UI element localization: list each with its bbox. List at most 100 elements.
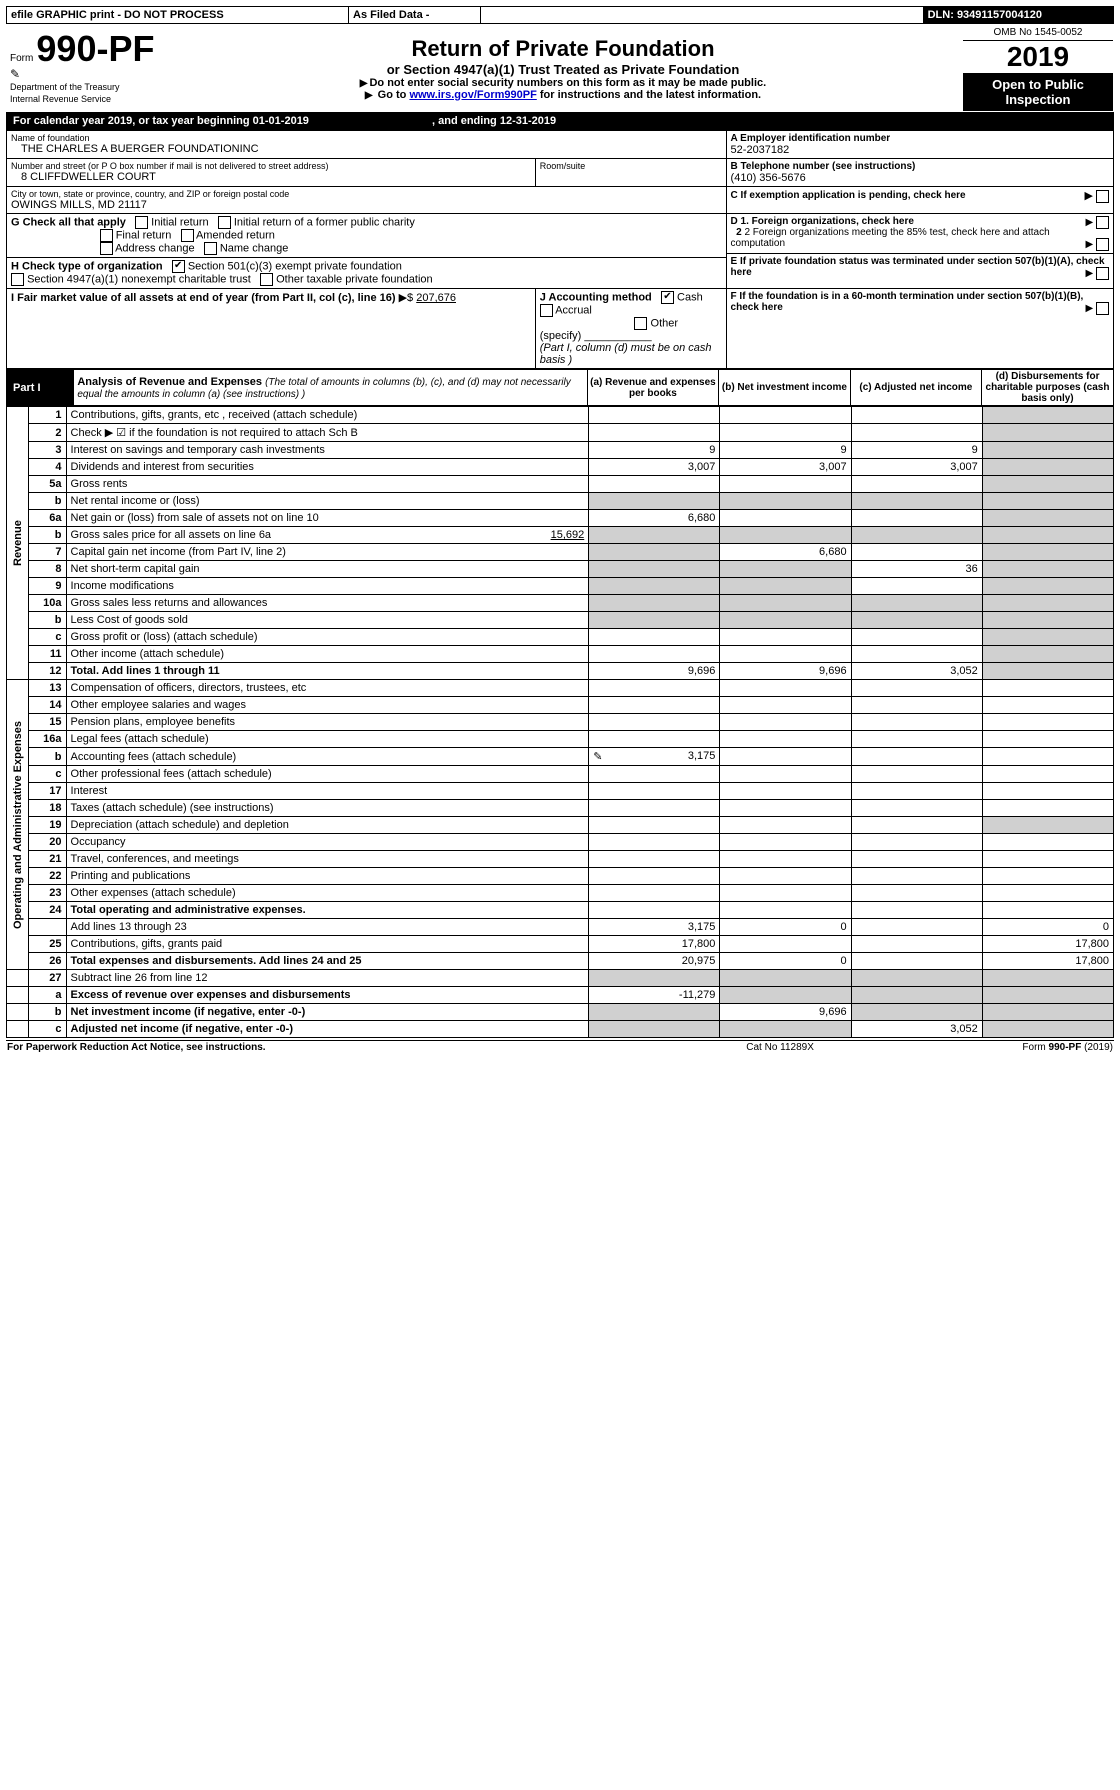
line-number: 22 — [29, 868, 66, 885]
cell-a — [589, 1004, 720, 1021]
cell-d: 0 — [982, 919, 1113, 936]
line-desc: Interest — [66, 783, 589, 800]
j-accrual-cb[interactable] — [540, 304, 553, 317]
addr-label: Number and street (or P O box number if … — [11, 161, 531, 171]
part1-title: Analysis of Revenue and Expenses — [77, 376, 262, 388]
table-row: Operating and Administrative Expenses13C… — [7, 680, 1114, 697]
cell-a — [589, 1021, 720, 1038]
h2-cb[interactable] — [11, 273, 24, 286]
table-row: 20Occupancy — [7, 834, 1114, 851]
g-final-cb[interactable] — [100, 229, 113, 242]
cell-c — [851, 800, 982, 817]
line-desc: Net rental income or (loss) — [66, 493, 589, 510]
c-checkbox[interactable] — [1096, 190, 1109, 203]
line-desc: Legal fees (attach schedule) — [66, 731, 589, 748]
h3-cb[interactable] — [260, 273, 273, 286]
g-amended-cb[interactable] — [181, 229, 194, 242]
part1-tag: Part I — [7, 370, 74, 406]
table-row: 12Total. Add lines 1 through 119,6969,69… — [7, 663, 1114, 680]
cell-d — [982, 493, 1113, 510]
cell-a — [589, 697, 720, 714]
cell-a — [589, 561, 720, 578]
cell-a — [589, 834, 720, 851]
line-desc: Check ▶ ☑ if the foundation is not requi… — [66, 424, 589, 442]
side-label: Operating and Administrative Expenses — [7, 680, 29, 970]
omb: OMB No 1545-0052 — [963, 25, 1113, 41]
cell-b — [720, 748, 851, 766]
cell-c: 3,007 — [851, 459, 982, 476]
g-former-cb[interactable] — [218, 216, 231, 229]
cell-d — [982, 987, 1113, 1004]
table-row: 18Taxes (attach schedule) (see instructi… — [7, 800, 1114, 817]
cell-b: 0 — [720, 953, 851, 970]
g-addr-cb[interactable] — [100, 242, 113, 255]
d1-cb[interactable] — [1096, 216, 1109, 229]
line-number: c — [29, 766, 66, 783]
cell-a — [589, 629, 720, 646]
line-desc: Travel, conferences, and meetings — [66, 851, 589, 868]
table-row: 3Interest on savings and temporary cash … — [7, 442, 1114, 459]
line-number: 18 — [29, 800, 66, 817]
e-cb[interactable] — [1096, 267, 1109, 280]
form-number: 990-PF — [36, 28, 154, 69]
cell-d — [982, 868, 1113, 885]
g-initial-cb[interactable] — [135, 216, 148, 229]
j-accrual: Accrual — [555, 304, 592, 316]
line-desc: Net short-term capital gain — [66, 561, 589, 578]
cal-b: , and ending — [432, 115, 500, 127]
g1: Initial return — [151, 216, 208, 228]
i-prefix: $ — [407, 292, 416, 304]
line-number: 26 — [29, 953, 66, 970]
cell-c — [851, 748, 982, 766]
f-label: F If the foundation is in a 60-month ter… — [731, 291, 1084, 313]
cell-b — [720, 783, 851, 800]
cell-c: 9 — [851, 442, 982, 459]
city: OWINGS MILLS, MD 21117 — [11, 199, 722, 211]
form-title: Return of Private Foundation — [170, 36, 956, 62]
instr-1: Do not enter social security numbers on … — [170, 77, 956, 89]
line-desc: Gross sales price for all assets on line… — [66, 527, 589, 544]
arrow-icon — [365, 89, 375, 101]
j-other-cb[interactable] — [634, 317, 647, 330]
cell-b — [720, 527, 851, 544]
d2-cb[interactable] — [1096, 238, 1109, 251]
h1-cb[interactable]: ✔ — [172, 260, 185, 273]
table-row: bLess Cost of goods sold — [7, 612, 1114, 629]
j-cash-cb[interactable]: ✔ — [661, 291, 674, 304]
line-number — [29, 919, 66, 936]
cell-a — [589, 407, 720, 424]
cell-b: 9,696 — [720, 663, 851, 680]
cell-d — [982, 714, 1113, 731]
cell-a — [589, 800, 720, 817]
instructions-link[interactable]: www.irs.gov/Form990PF — [409, 89, 536, 101]
cell-d — [982, 970, 1113, 987]
line-number: 25 — [29, 936, 66, 953]
cell-c — [851, 868, 982, 885]
line-number: 4 — [29, 459, 66, 476]
cal-a: For calendar year 2019, or tax year begi… — [13, 115, 253, 127]
cell-d — [982, 834, 1113, 851]
cell-d — [982, 663, 1113, 680]
cell-b — [720, 595, 851, 612]
f-cb[interactable] — [1096, 302, 1109, 315]
line-desc: Gross rents — [66, 476, 589, 493]
efile-notice: efile GRAPHIC print - DO NOT PROCESS — [7, 7, 349, 24]
cell-a — [589, 970, 720, 987]
cell-d — [982, 885, 1113, 902]
cell-c — [851, 612, 982, 629]
cell-c — [851, 697, 982, 714]
h3: Other taxable private foundation — [276, 273, 433, 285]
line-number: c — [29, 1021, 66, 1038]
attachment-icon[interactable]: ✎ — [593, 750, 602, 763]
line-number: 11 — [29, 646, 66, 663]
cell-c — [851, 544, 982, 561]
part1-header: Part I Analysis of Revenue and Expenses … — [6, 369, 1114, 406]
g5: Address change — [115, 242, 195, 254]
cell-d — [982, 459, 1113, 476]
instr2b: for instructions and the latest informat… — [540, 89, 761, 101]
cell-c — [851, 834, 982, 851]
line-desc: Compensation of officers, directors, tru… — [66, 680, 589, 697]
table-row: cOther professional fees (attach schedul… — [7, 766, 1114, 783]
cell-b — [720, 680, 851, 697]
g-name-cb[interactable] — [204, 242, 217, 255]
